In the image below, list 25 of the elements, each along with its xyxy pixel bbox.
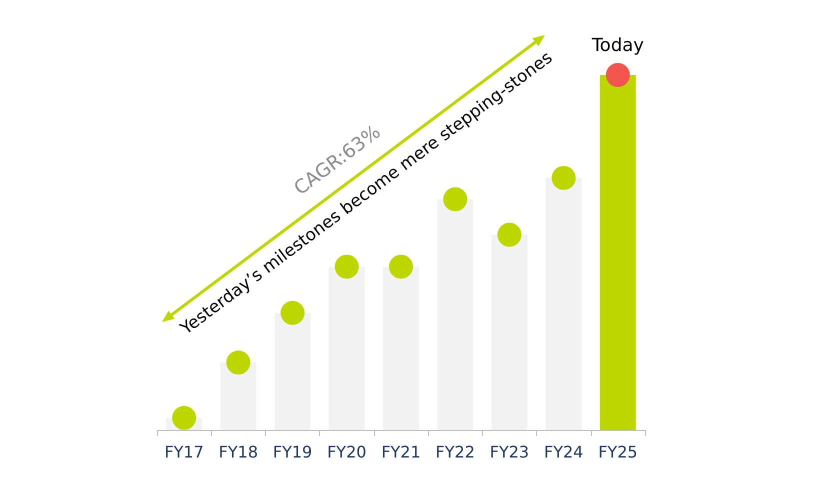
x-tick-label: FY23 bbox=[490, 442, 530, 462]
x-tick-label: FY24 bbox=[544, 442, 584, 462]
x-tick-label: FY20 bbox=[327, 442, 366, 462]
bar bbox=[437, 199, 474, 430]
x-tick-label: FY25 bbox=[598, 442, 638, 462]
bar bbox=[274, 312, 311, 430]
point bbox=[606, 63, 630, 87]
bar bbox=[491, 234, 528, 430]
point bbox=[226, 350, 250, 375]
x-tick-label: FY17 bbox=[164, 442, 204, 462]
x-tick-label: FY18 bbox=[218, 442, 258, 462]
bar bbox=[600, 75, 636, 430]
x-tick-label: FY22 bbox=[436, 442, 475, 462]
point bbox=[172, 406, 196, 430]
annotation: Today bbox=[592, 35, 644, 56]
x-tick-label: FY19 bbox=[272, 442, 312, 462]
point bbox=[552, 166, 576, 190]
bar bbox=[546, 178, 582, 430]
x-tick-label: FY21 bbox=[381, 442, 421, 462]
point bbox=[389, 254, 413, 279]
point bbox=[443, 187, 468, 212]
bar bbox=[220, 362, 256, 430]
point bbox=[497, 222, 522, 247]
point bbox=[280, 300, 305, 325]
bar bbox=[383, 266, 419, 430]
